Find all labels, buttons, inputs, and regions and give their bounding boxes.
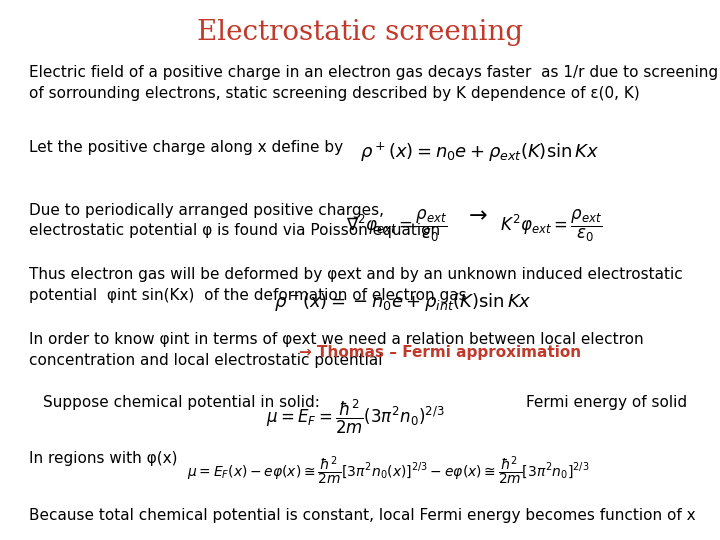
Text: $\nabla^2\varphi_{ext} = \dfrac{\rho_{ext}}{\varepsilon_0}$: $\nabla^2\varphi_{ext} = \dfrac{\rho_{ex… bbox=[346, 208, 447, 244]
Text: $\rightarrow$: $\rightarrow$ bbox=[464, 204, 488, 224]
Text: Suppose chemical potential in solid:: Suppose chemical potential in solid: bbox=[43, 395, 320, 410]
Text: $\mu = E_F(x) - e\varphi(x) \cong \dfrac{\hbar^2}{2m}[3\pi^2 n_0(x)]^{2/3} - e\v: $\mu = E_F(x) - e\varphi(x) \cong \dfrac… bbox=[187, 454, 590, 487]
Text: Let the positive charge along x define by: Let the positive charge along x define b… bbox=[29, 140, 343, 156]
Text: Thus electron gas will be deformed by φext and by an unknown induced electrostat: Thus electron gas will be deformed by φe… bbox=[29, 267, 683, 303]
Text: Electric field of a positive charge in an electron gas decays faster  as 1/r due: Electric field of a positive charge in a… bbox=[29, 65, 718, 101]
Text: Because total chemical potential is constant, local Fermi energy becomes functio: Because total chemical potential is cons… bbox=[29, 508, 696, 523]
Text: Fermi energy of solid: Fermi energy of solid bbox=[526, 395, 687, 410]
Text: $\rho^-(x) = -n_0 e + \rho_{int}(K)\sin Kx$: $\rho^-(x) = -n_0 e + \rho_{int}(K)\sin … bbox=[274, 291, 531, 313]
Text: In regions with φ(x): In regions with φ(x) bbox=[29, 451, 177, 466]
Text: In order to know φint in terms of φext we need a relation between local electron: In order to know φint in terms of φext w… bbox=[29, 332, 644, 368]
Text: $\rho^+(x) = n_0 e + \rho_{ext}(K)\sin Kx$: $\rho^+(x) = n_0 e + \rho_{ext}(K)\sin K… bbox=[360, 140, 599, 164]
Text: Due to periodically arranged positive charges,
electrostatic potential φ is foun: Due to periodically arranged positive ch… bbox=[29, 202, 440, 239]
Text: $K^2\varphi_{ext} = \dfrac{\rho_{ext}}{\varepsilon_0}$: $K^2\varphi_{ext} = \dfrac{\rho_{ext}}{\… bbox=[500, 208, 603, 244]
Text: → Thomas – Fermi approximation: → Thomas – Fermi approximation bbox=[299, 345, 581, 360]
Text: $\mu = E_F = \dfrac{\hbar^2}{2m}(3\pi^2 n_0)^{2/3}$: $\mu = E_F = \dfrac{\hbar^2}{2m}(3\pi^2 … bbox=[266, 398, 445, 436]
Text: Electrostatic screening: Electrostatic screening bbox=[197, 19, 523, 46]
